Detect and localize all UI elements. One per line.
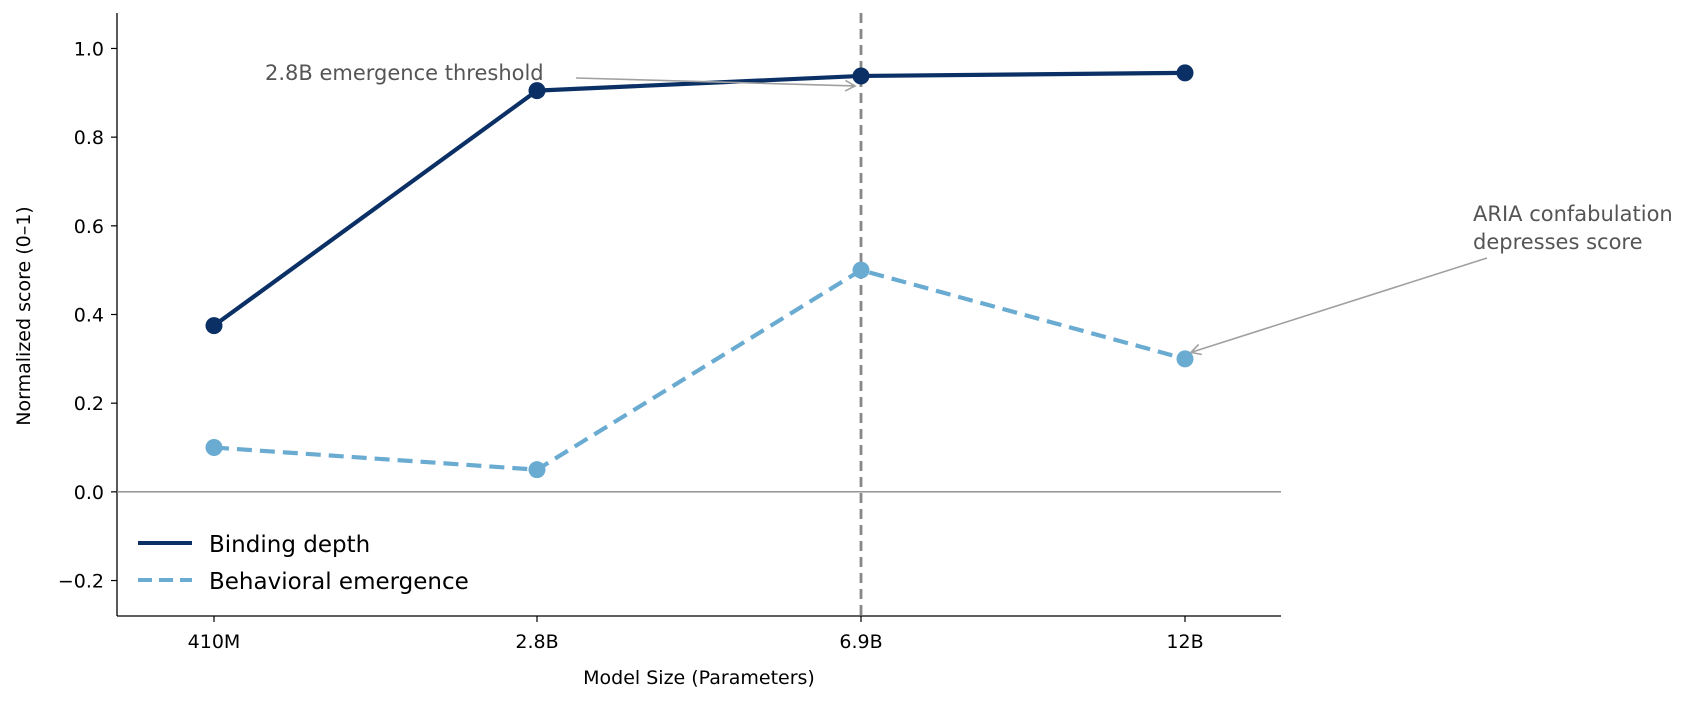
series-line-binding-depth xyxy=(212,70,1186,328)
y-tick-label: −0.2 xyxy=(58,571,104,593)
x-axis-title: Model Size (Parameters) xyxy=(583,667,815,689)
annotation-threshold-label: 2.8B emergence threshold xyxy=(265,61,544,85)
x-ticks: 410M 2.8B 6.9B 12B xyxy=(188,616,1204,653)
annotation-threshold-arrow-head xyxy=(844,79,857,92)
annotation-aria-arrow xyxy=(1190,257,1488,354)
y-tick-label: 1.0 xyxy=(74,38,104,60)
data-point-behavioral-emergence xyxy=(205,439,223,457)
axes xyxy=(116,13,1281,617)
data-point-binding-depth xyxy=(205,317,223,335)
x-tick-label: 2.8B xyxy=(515,631,558,653)
series-binding-depth xyxy=(205,64,1194,335)
data-point-binding-depth xyxy=(1176,64,1194,82)
x-tick-label: 410M xyxy=(188,631,241,653)
data-point-behavioral-emergence xyxy=(528,461,546,479)
legend-label-behavioral-emergence: Behavioral emergence xyxy=(209,569,469,595)
data-point-binding-depth xyxy=(852,67,870,85)
y-axis-title: Normalized score (0–1) xyxy=(13,206,35,425)
y-tick-label: 0.2 xyxy=(74,393,104,415)
y-ticks: −0.2 0.0 0.2 0.4 0.6 0.8 1.0 xyxy=(58,38,117,593)
annotation-aria-label: ARIA confabulation depresses score xyxy=(1473,202,1673,254)
reference-lines xyxy=(117,13,1281,616)
series xyxy=(205,64,1194,479)
data-point-behavioral-emergence xyxy=(1176,350,1194,368)
y-tick-label: 0.8 xyxy=(74,127,104,149)
legend-label-binding-depth: Binding depth xyxy=(209,532,370,558)
series-line-behavioral-emergence xyxy=(213,268,1186,472)
annotation-threshold-arrow xyxy=(575,77,856,87)
y-tick-label: 0.6 xyxy=(74,216,104,238)
series-behavioral-emergence xyxy=(205,261,1194,479)
x-tick-label: 12B xyxy=(1166,631,1203,653)
data-point-binding-depth xyxy=(528,82,546,100)
y-tick-label: 0.4 xyxy=(74,305,104,327)
annotations: 2.8B emergence threshold ARIA confabulati… xyxy=(265,61,1673,356)
x-tick-label: 6.9B xyxy=(839,631,882,653)
data-point-behavioral-emergence xyxy=(852,261,870,279)
y-tick-label: 0.0 xyxy=(74,482,104,504)
legend: Binding depth Behavioral emergence xyxy=(138,532,469,595)
annotation-aria-arrow-head xyxy=(1189,343,1202,356)
